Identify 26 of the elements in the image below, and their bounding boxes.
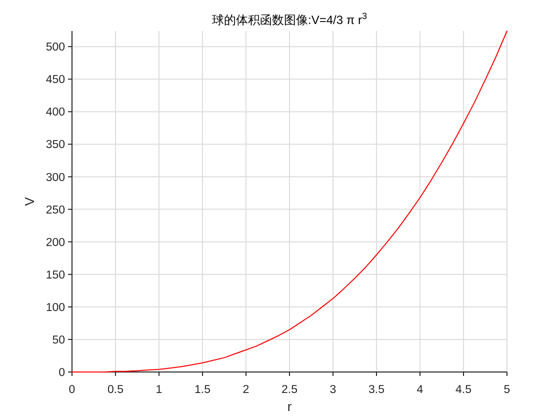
x-tick-label: 4.5 bbox=[456, 384, 472, 396]
y-tick-label: 250 bbox=[46, 204, 65, 216]
x-tick-label: 1.5 bbox=[194, 384, 210, 396]
y-tick-label: 450 bbox=[46, 74, 65, 86]
y-tick-label: 400 bbox=[46, 106, 65, 119]
x-tick-label: 1 bbox=[156, 384, 162, 396]
chart-title: 球的体积函数图像:V=4/3 π r$^{3}$ bbox=[212, 11, 367, 27]
y-axis-title: V bbox=[22, 196, 37, 206]
y-tick-label: 150 bbox=[46, 269, 65, 282]
x-tick-label: 5 bbox=[504, 384, 510, 396]
x-tick-label: 3 bbox=[330, 384, 336, 396]
y-tick-label: 0 bbox=[58, 367, 65, 379]
x-tick-label: 3.5 bbox=[368, 384, 384, 396]
line-series bbox=[72, 30, 508, 372]
y-tick-label: 200 bbox=[46, 236, 65, 249]
x-tick-label: 0.5 bbox=[108, 384, 124, 396]
x-tick-label: 2 bbox=[242, 384, 250, 396]
y-tick-label: 350 bbox=[46, 139, 65, 152]
y-tick-label: 300 bbox=[46, 172, 65, 184]
y-tick-label: 500 bbox=[46, 42, 65, 54]
x-tick-label: 0 bbox=[68, 384, 76, 396]
x-axis-title: r bbox=[287, 399, 292, 414]
x-tick-label: 4 bbox=[416, 384, 424, 396]
x-tick-label: 2.5 bbox=[282, 384, 298, 396]
y-tick-label: 100 bbox=[46, 302, 65, 314]
y-tick-label: 50 bbox=[52, 334, 65, 346]
